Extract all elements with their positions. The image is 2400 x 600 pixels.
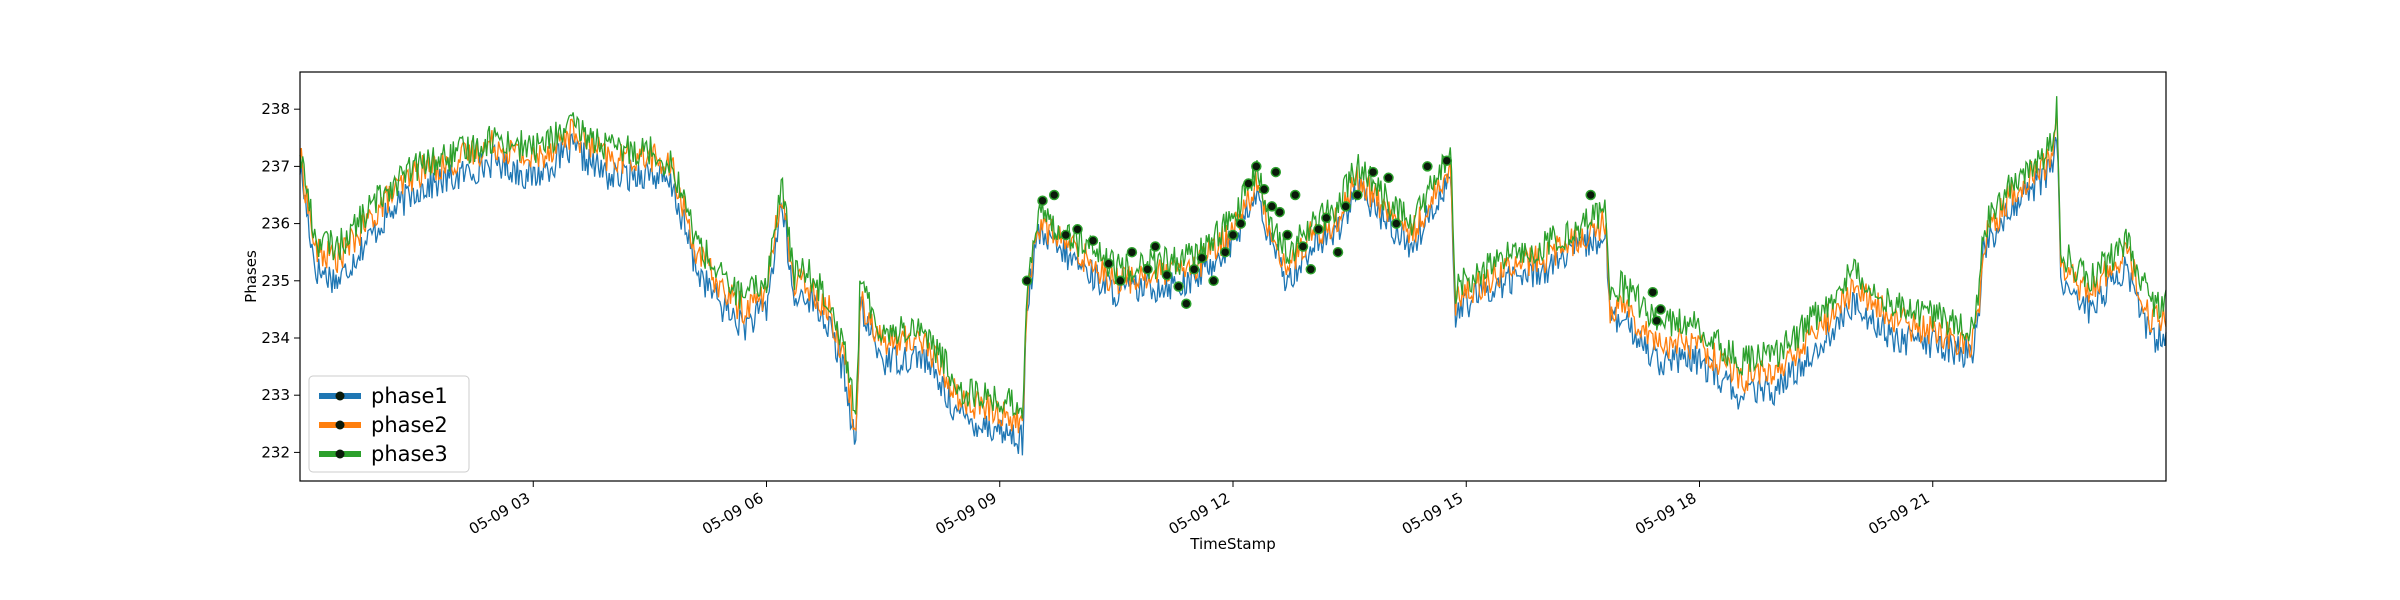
marker-point bbox=[1115, 275, 1126, 287]
x-tick-label: 05-09 21 bbox=[1865, 489, 1932, 538]
y-tick-label: 233 bbox=[261, 386, 290, 404]
marker-point bbox=[1289, 189, 1301, 201]
marker-point bbox=[1142, 264, 1153, 275]
legend-label-phase1: phase1 bbox=[371, 384, 448, 408]
legend: phase1 phase2 phase3 bbox=[308, 375, 470, 473]
x-tick-label: 05-09 15 bbox=[1399, 489, 1466, 538]
marker-point bbox=[1270, 166, 1282, 178]
marker-point bbox=[1282, 229, 1293, 241]
x-axis-label: TimeStamp bbox=[1189, 535, 1275, 553]
legend-marker bbox=[335, 449, 345, 459]
y-tick-label: 236 bbox=[261, 215, 290, 233]
legend-marker bbox=[335, 391, 345, 401]
series-line-phase3 bbox=[299, 96, 2167, 419]
x-axis: 05-09 03 05-09 06 05-09 09 05-09 12 05-09 15… bbox=[466, 481, 1934, 538]
marker-point bbox=[1422, 161, 1433, 172]
marker-point bbox=[1048, 189, 1060, 201]
marker-point bbox=[1219, 246, 1231, 258]
marker-point bbox=[1060, 229, 1072, 241]
marker-point bbox=[1651, 315, 1662, 327]
marker-point bbox=[1173, 281, 1184, 292]
x-tick-label: 05-09 12 bbox=[1166, 489, 1233, 538]
marker-point bbox=[1367, 166, 1379, 178]
marker-point bbox=[1021, 275, 1033, 287]
marker-point bbox=[1208, 275, 1219, 287]
marker-point bbox=[1188, 264, 1200, 275]
y-tick-label: 235 bbox=[261, 272, 290, 290]
y-tick-label: 237 bbox=[261, 157, 290, 175]
marker-point bbox=[1340, 201, 1351, 212]
marker-point bbox=[1126, 246, 1138, 258]
marker-point bbox=[1321, 212, 1332, 224]
y-axis-label: Phases bbox=[242, 250, 260, 303]
marker-point bbox=[1274, 206, 1285, 218]
y-axis: 232 233 234 235 236 237 238 bbox=[261, 100, 300, 461]
marker-point bbox=[1313, 224, 1324, 235]
marker-point bbox=[1181, 298, 1192, 309]
marker-point bbox=[1655, 304, 1666, 315]
y-tick-label: 234 bbox=[261, 329, 290, 347]
marker-point bbox=[1266, 201, 1278, 212]
series-layer bbox=[299, 96, 2167, 456]
marker-point bbox=[1103, 258, 1114, 269]
x-tick-label: 05-09 18 bbox=[1632, 489, 1699, 538]
marker-point bbox=[1072, 224, 1083, 235]
legend-marker bbox=[335, 420, 345, 430]
legend-label-phase2: phase2 bbox=[371, 413, 448, 437]
marker-point bbox=[1441, 155, 1453, 166]
marker-point bbox=[1297, 241, 1309, 252]
marker-point bbox=[1161, 269, 1173, 281]
series-line-phase1 bbox=[299, 132, 2167, 456]
y-tick-label: 232 bbox=[261, 443, 290, 461]
marker-point bbox=[1258, 184, 1270, 195]
x-tick-label: 05-09 03 bbox=[466, 489, 533, 538]
x-tick-label: 05-09 06 bbox=[699, 489, 766, 538]
x-tick-label: 05-09 09 bbox=[932, 489, 999, 538]
marker-point bbox=[1647, 286, 1659, 298]
marker-point bbox=[1243, 178, 1254, 189]
marker-point bbox=[1150, 241, 1161, 252]
legend-box bbox=[308, 375, 470, 473]
marker-point bbox=[1383, 172, 1394, 184]
marker-point bbox=[1227, 229, 1239, 241]
marker-point bbox=[1037, 195, 1048, 206]
marker-point bbox=[1087, 235, 1099, 246]
marker-point bbox=[1251, 161, 1262, 172]
marker-point bbox=[1305, 264, 1317, 275]
marker-layer bbox=[1021, 155, 1666, 327]
marker-point bbox=[1235, 218, 1247, 229]
marker-point bbox=[1332, 246, 1344, 258]
marker-point bbox=[1585, 189, 1596, 201]
marker-point bbox=[1391, 218, 1402, 229]
series-line-phase2 bbox=[299, 110, 2167, 434]
legend-label-phase3: phase3 bbox=[371, 442, 448, 466]
marker-point bbox=[1352, 189, 1363, 201]
marker-point bbox=[1196, 252, 1208, 264]
y-tick-label: 238 bbox=[261, 100, 290, 118]
